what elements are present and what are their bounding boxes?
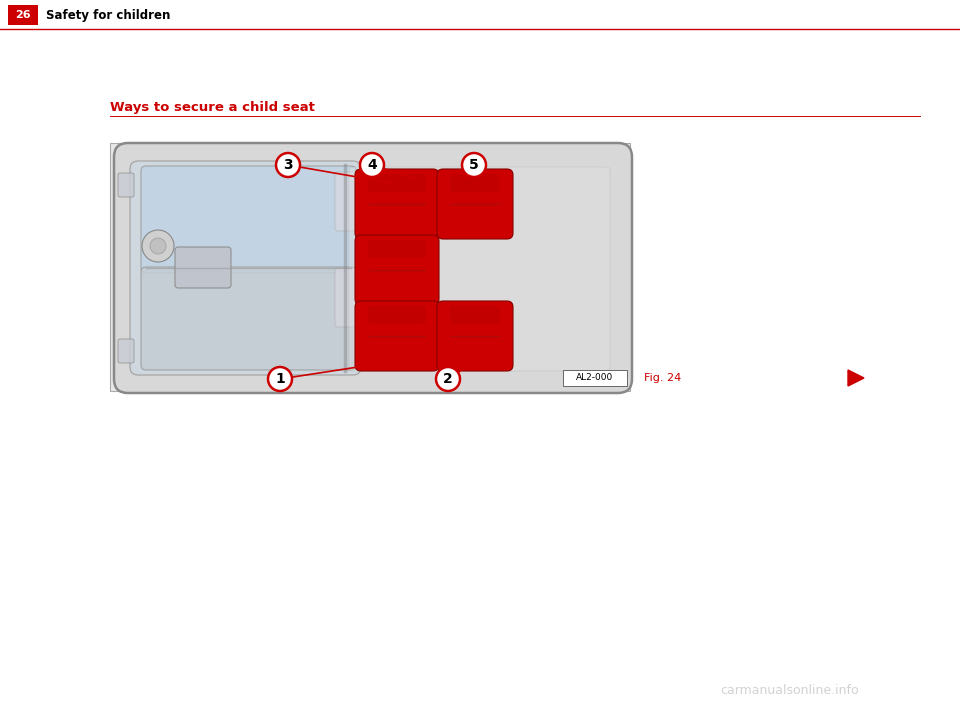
FancyBboxPatch shape — [450, 306, 500, 324]
Text: 2: 2 — [444, 372, 453, 386]
FancyBboxPatch shape — [563, 370, 627, 386]
FancyBboxPatch shape — [368, 306, 426, 324]
FancyBboxPatch shape — [450, 174, 500, 192]
FancyBboxPatch shape — [118, 339, 134, 363]
FancyBboxPatch shape — [8, 5, 38, 25]
FancyBboxPatch shape — [355, 235, 439, 305]
Text: 4: 4 — [367, 158, 377, 172]
Text: carmanualsonline.info: carmanualsonline.info — [721, 683, 859, 697]
FancyBboxPatch shape — [110, 143, 630, 391]
Polygon shape — [848, 370, 864, 386]
Text: Ways to secure a child seat: Ways to secure a child seat — [110, 101, 315, 115]
Circle shape — [360, 153, 384, 177]
FancyBboxPatch shape — [141, 267, 356, 370]
Circle shape — [276, 153, 300, 177]
Circle shape — [462, 153, 486, 177]
Text: 3: 3 — [283, 158, 293, 172]
FancyBboxPatch shape — [118, 173, 134, 197]
Text: AL2-000: AL2-000 — [576, 374, 613, 382]
FancyBboxPatch shape — [130, 161, 361, 375]
Circle shape — [436, 367, 460, 391]
FancyBboxPatch shape — [175, 247, 231, 288]
FancyBboxPatch shape — [114, 143, 632, 393]
Text: 26: 26 — [15, 10, 31, 20]
FancyBboxPatch shape — [141, 166, 356, 273]
Circle shape — [142, 230, 174, 262]
FancyBboxPatch shape — [437, 301, 513, 371]
Text: 5: 5 — [469, 158, 479, 172]
FancyBboxPatch shape — [349, 167, 610, 371]
FancyBboxPatch shape — [368, 240, 426, 258]
Text: Fig. 24: Fig. 24 — [644, 373, 682, 383]
FancyBboxPatch shape — [437, 169, 513, 239]
FancyBboxPatch shape — [368, 174, 426, 192]
Circle shape — [150, 238, 166, 254]
FancyBboxPatch shape — [355, 169, 439, 239]
FancyBboxPatch shape — [335, 268, 381, 327]
Text: 1: 1 — [276, 372, 285, 386]
Circle shape — [268, 367, 292, 391]
FancyBboxPatch shape — [355, 301, 439, 371]
Text: Safety for children: Safety for children — [46, 8, 170, 21]
FancyBboxPatch shape — [335, 172, 381, 231]
